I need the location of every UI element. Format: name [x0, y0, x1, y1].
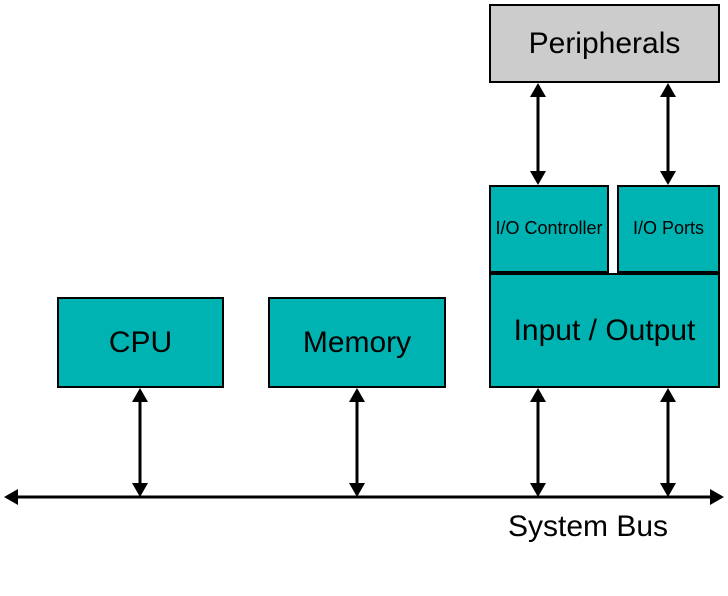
connector-io-right-bus: [0, 0, 728, 596]
